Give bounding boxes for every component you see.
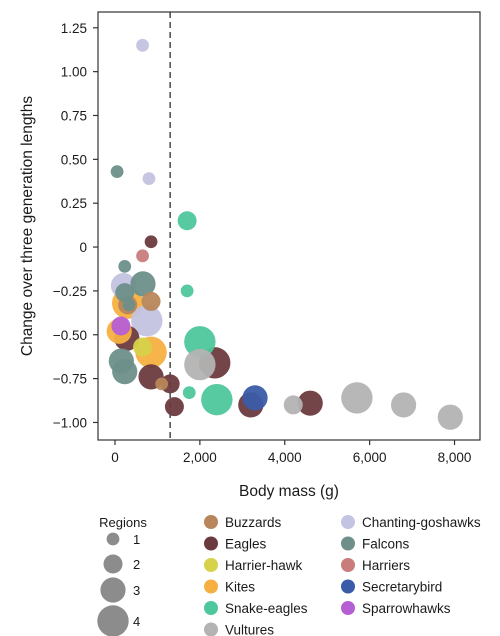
size-legend-marker (106, 532, 120, 546)
data-point-snake-eagles (182, 386, 196, 400)
x-tick-label: 4,000 (268, 450, 302, 465)
legend-label-eagles: Eagles (225, 537, 267, 552)
x-tick-label: 2,000 (183, 450, 217, 465)
data-point-harriers (136, 249, 149, 263)
size-legend-label: 2 (133, 557, 140, 572)
y-tick-label: 1.25 (61, 21, 87, 36)
legend-label-harriers: Harriers (362, 558, 410, 573)
x-axis-label: Body mass (g) (239, 483, 339, 500)
size-legend-label: 3 (133, 583, 140, 598)
data-point-chanting-goshawks (142, 172, 156, 186)
data-point-vultures (437, 404, 463, 430)
data-point-chanting-goshawks (131, 305, 163, 337)
legend-marker-secretarybird (341, 579, 355, 594)
legend: Regions 1 2 3 4 Buzzards Eagles Harrier-hawk Kit… (97, 515, 481, 636)
legend-marker-kites (204, 579, 218, 594)
legend-label-kites: Kites (225, 580, 255, 595)
data-point-snake-eagles (180, 284, 194, 298)
legend-marker-vultures (204, 622, 218, 636)
y-tick-label: 0.50 (61, 152, 87, 167)
legend-marker-snake-eagles (204, 601, 218, 615)
data-point-snake-eagles (201, 383, 233, 416)
legend-marker-harriers (341, 558, 355, 572)
data-point-buzzards (155, 377, 169, 391)
y-tick-label: 1.00 (61, 65, 87, 80)
y-tick-label: 0 (79, 240, 87, 255)
axes: 0 2,000 4,000 6,000 8,000 1.25 1.00 0.75 0.50 0.2… (19, 11, 481, 500)
data-point-snake-eagles (184, 326, 216, 358)
data-point-eagles (144, 235, 158, 249)
legend-label-harrier-hawk: Harrier-hawk (225, 558, 303, 573)
plot-frame (97, 11, 481, 441)
y-tick-label: −0.50 (53, 328, 87, 343)
size-legend-title: Regions (99, 515, 147, 530)
data-point-falcons (130, 271, 156, 297)
legend-marker-chanting-goshawks (341, 515, 355, 529)
y-tick-label: 0.75 (61, 108, 87, 123)
data-point-chanting-goshawks (136, 38, 149, 52)
data-point-falcons (122, 298, 136, 312)
legend-label-falcons: Falcons (362, 537, 410, 552)
data-point-vultures (391, 392, 417, 418)
x-tick-label: 0 (111, 450, 119, 465)
size-legend-label: 1 (133, 532, 140, 547)
data-point-vultures (341, 382, 373, 414)
legend-marker-falcons (341, 536, 355, 551)
data-point-falcons (112, 358, 138, 385)
legend-label-vultures: Vultures (225, 623, 274, 636)
data-point-harrier-hawk (133, 337, 153, 357)
y-tick-label: −1.00 (53, 415, 87, 430)
legend-label-sparrowhawks: Sparrowhawks (362, 601, 451, 616)
data-point-eagles (297, 390, 323, 416)
size-legend-marker (103, 554, 123, 574)
legend-label-snake-eagles: Snake-eagles (225, 601, 308, 616)
y-axis-label: Change over three generation lengths (19, 96, 36, 356)
size-legend-marker (100, 577, 126, 603)
data-point-vultures (184, 348, 216, 381)
y-tick-label: 0.25 (61, 196, 87, 211)
plot-area (106, 12, 463, 440)
legend-label-secretarybird: Secretarybird (362, 580, 442, 595)
data-point-sparrowhawks (111, 316, 131, 336)
legend-label-chanting-goshawks: Chanting-goshawks (362, 515, 481, 530)
data-point-secretarybird (242, 385, 268, 411)
legend-marker-harrier-hawk (204, 558, 218, 572)
y-tick-label: −0.75 (53, 372, 87, 387)
x-tick-label: 8,000 (438, 450, 472, 465)
legend-marker-eagles (204, 536, 218, 551)
data-point-buzzards (141, 291, 161, 311)
data-point-falcons (118, 259, 132, 273)
legend-label-buzzards: Buzzards (225, 515, 282, 530)
data-point-vultures (283, 395, 303, 415)
data-point-snake-eagles (177, 211, 197, 231)
x-tick-label: 6,000 (353, 450, 387, 465)
y-tick-label: −0.25 (53, 284, 87, 299)
legend-marker-sparrowhawks (341, 601, 355, 615)
size-legend-label: 4 (133, 614, 140, 629)
data-point-falcons (115, 283, 135, 303)
data-point-falcons (110, 165, 124, 179)
data-point-eagles (164, 397, 184, 417)
legend-marker-buzzards (204, 515, 218, 529)
size-legend-marker (97, 605, 129, 636)
